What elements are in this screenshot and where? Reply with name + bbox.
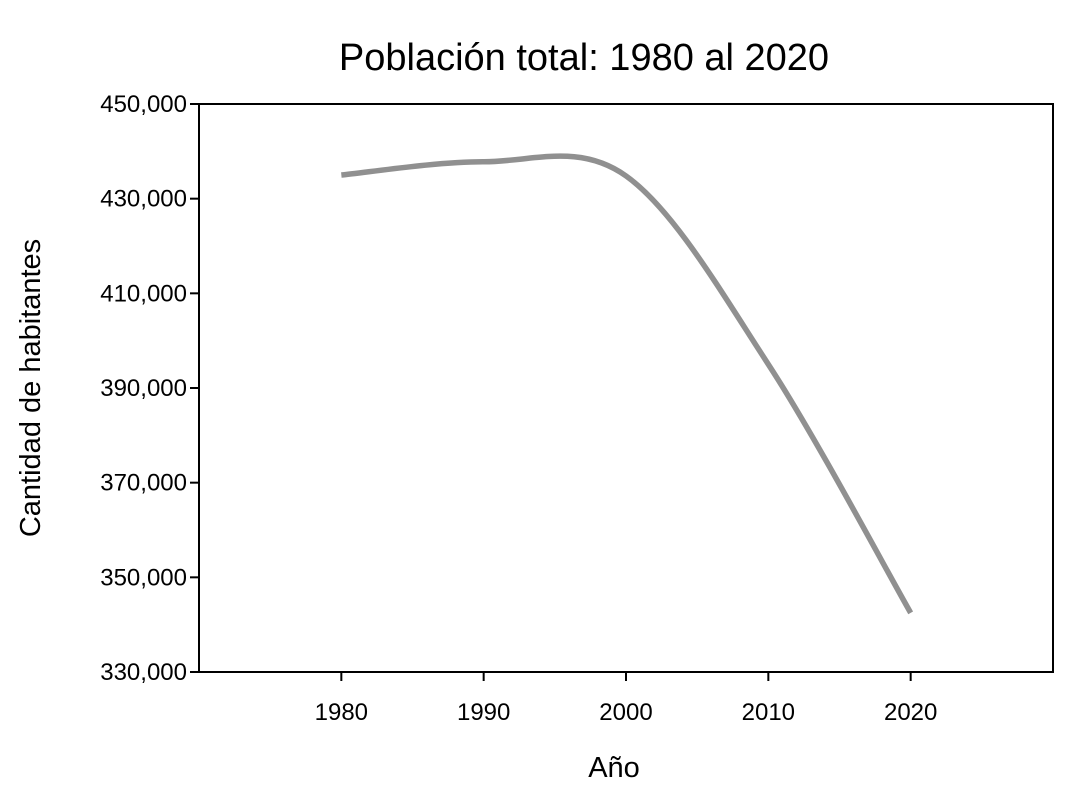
- y-tick-label: 430,000: [100, 186, 187, 213]
- x-tick-label: 1980: [315, 699, 368, 726]
- data-point: [766, 362, 771, 367]
- y-tick-label: 450,000: [100, 91, 187, 118]
- data-point: [908, 610, 913, 615]
- x-tick-label: 2010: [742, 699, 795, 726]
- data-point: [481, 159, 486, 164]
- y-tick-label: 330,000: [100, 659, 187, 686]
- chart-title: Población total: 1980 al 2020: [339, 37, 829, 79]
- y-axis: 330,000 350,000 370,000 390,000 410,000 430,0…: [100, 91, 199, 686]
- x-axis-label: Año: [588, 752, 640, 784]
- data-point: [624, 173, 629, 178]
- data-point: [339, 173, 344, 178]
- series-line: [341, 153, 914, 615]
- y-tick-label: 370,000: [100, 470, 187, 497]
- y-tick-label: 390,000: [100, 375, 187, 402]
- plot-area-frame: [198, 103, 1054, 673]
- x-axis: 1980 1990 2000 2010 2020: [315, 672, 937, 726]
- x-tick-label: 2020: [884, 699, 937, 726]
- x-tick-label: 2000: [599, 699, 652, 726]
- y-tick-label: 350,000: [100, 564, 187, 591]
- y-axis-label: Cantidad de habitantes: [15, 239, 47, 537]
- x-tick-label: 1990: [457, 699, 510, 726]
- series-layer: [339, 153, 914, 615]
- y-tick-label: 410,000: [100, 280, 187, 307]
